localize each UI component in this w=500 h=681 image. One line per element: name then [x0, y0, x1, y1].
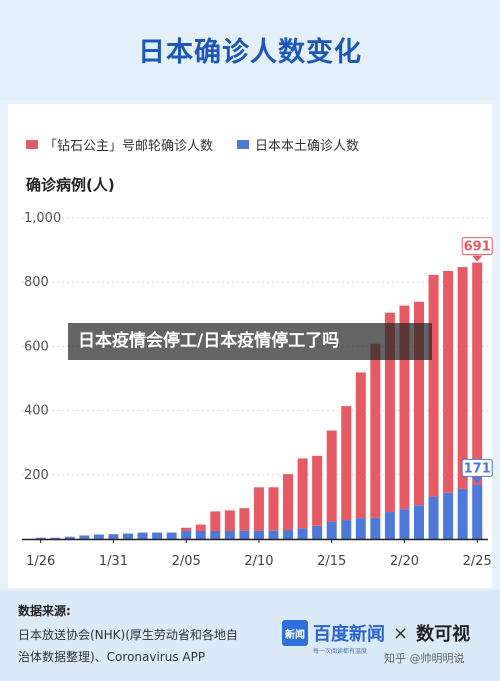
page-title: 日本确诊人数变化 — [138, 37, 362, 68]
bar-domestic — [253, 530, 264, 539]
bar-ship — [253, 487, 264, 531]
bar-domestic — [370, 517, 381, 539]
bar-ship — [210, 511, 221, 531]
bar-domestic — [268, 530, 279, 539]
collab-x-mark: × — [393, 622, 409, 644]
brand-block: 新闻 百度新闻 每一次阅读都有温度 × 数可视 — [282, 620, 471, 655]
x-tick-label: 2/15 — [317, 554, 346, 569]
bar-domestic — [152, 532, 163, 539]
overlay-caption: 日本疫情会停工/日本疫情停工了吗 — [68, 323, 432, 360]
legend-item-domestic: 日本本土确诊人数 — [237, 135, 359, 154]
chart-legend: 「钻石公主」号邮轮确诊人数 日本本土确诊人数 — [26, 135, 383, 154]
baidu-news-logo-icon: 新闻 — [282, 620, 308, 646]
annotation-box — [461, 237, 493, 256]
y-tick-label: 800 — [24, 275, 49, 290]
bar-ship — [239, 508, 250, 531]
legend-item-ship: 「钻石公主」号邮轮确诊人数 — [26, 135, 213, 154]
bar-domestic — [50, 537, 61, 539]
bar-ship — [457, 267, 468, 489]
y-tick-label: 400 — [24, 404, 49, 419]
bar-domestic — [297, 528, 308, 539]
bar-domestic — [224, 530, 235, 539]
annotation-box — [461, 458, 493, 477]
bar-domestic — [64, 536, 75, 539]
bar-ship — [355, 372, 366, 519]
bar-ship — [370, 343, 381, 518]
bar-chart: 200 400 600 800 1,000 1/26 1/31 2/05 2/10 2/15 2/2… — [22, 211, 493, 569]
x-tick-label: 2/10 — [244, 554, 273, 569]
bar-domestic — [443, 492, 454, 539]
bar-domestic — [137, 532, 148, 539]
x-tick-label: 2/25 — [463, 554, 492, 569]
annotation-label: 171 — [464, 461, 491, 476]
footer-band — [0, 590, 500, 681]
legend-label-ship: 「钻石公主」号邮轮确诊人数 — [44, 139, 214, 154]
bar-domestic — [428, 496, 439, 539]
source-title: 数据来源: — [18, 604, 71, 618]
x-tick-label: 1/26 — [26, 554, 55, 569]
bar-ship — [428, 274, 439, 497]
annotation-pointer — [472, 477, 483, 484]
y-tick-label: 600 — [24, 339, 49, 354]
y-tick-label: 200 — [24, 468, 49, 483]
bar-ship — [443, 270, 454, 493]
bar-ship — [195, 524, 206, 531]
annotation-label: 691 — [464, 240, 491, 255]
source-line-2: 治体数据整理)、Coronavirus APP — [18, 650, 206, 664]
bar-domestic — [123, 533, 133, 539]
bar-domestic — [341, 520, 352, 539]
bar-domestic — [326, 521, 337, 539]
y-axis-label: 确诊病例(人) — [26, 176, 115, 194]
y-tick-label: 1,000 — [24, 211, 61, 226]
annotation-pointer — [472, 255, 483, 262]
header-band — [0, 0, 500, 100]
brand-name: 百度新闻 — [313, 624, 385, 645]
bar-domestic — [79, 535, 90, 539]
bar-ship — [472, 262, 483, 485]
bar-domestic — [108, 534, 119, 539]
bar-domestic — [312, 525, 323, 539]
bar-domestic — [472, 484, 483, 539]
bar-domestic — [93, 534, 104, 539]
bar-ship — [224, 510, 235, 531]
bar-ship — [384, 312, 395, 513]
bar-ship — [414, 301, 424, 506]
bar-ship — [283, 474, 294, 531]
bar-domestic — [35, 537, 46, 539]
partner-name: 数可视 — [416, 624, 471, 645]
brand-slogan: 每一次阅读都有温度 — [313, 648, 368, 655]
bar-ship — [297, 458, 308, 529]
legend-swatch-ship — [26, 140, 38, 149]
source-line-1: 日本放送协会(NHK)(厚生劳动省和各地自 — [18, 628, 238, 642]
bar-domestic — [414, 505, 424, 539]
x-tick-label: 2/20 — [390, 554, 419, 569]
legend-swatch-domestic — [237, 140, 250, 149]
bar-ship — [312, 455, 323, 526]
bar-domestic — [384, 512, 395, 539]
bar-ship — [268, 487, 279, 531]
zhihu-credit: 知乎 @帅明明说 — [384, 652, 465, 665]
x-tick-label: 2/05 — [172, 554, 201, 569]
bar-domestic — [181, 530, 192, 539]
bar-domestic — [195, 530, 206, 539]
bar-ship — [399, 305, 410, 510]
x-tick-label: 1/31 — [99, 554, 128, 569]
bar-domestic — [399, 509, 410, 539]
bar-domestic — [166, 532, 177, 539]
bar-ship — [341, 406, 352, 521]
bar-ship — [181, 527, 192, 531]
bar-domestic — [355, 518, 366, 539]
bar-domestic — [283, 530, 294, 539]
bar-domestic — [239, 530, 250, 539]
bar-ship — [326, 430, 337, 522]
bar-domestic — [457, 488, 468, 539]
bar-domestic — [210, 530, 221, 539]
legend-label-domestic: 日本本土确诊人数 — [255, 139, 360, 154]
